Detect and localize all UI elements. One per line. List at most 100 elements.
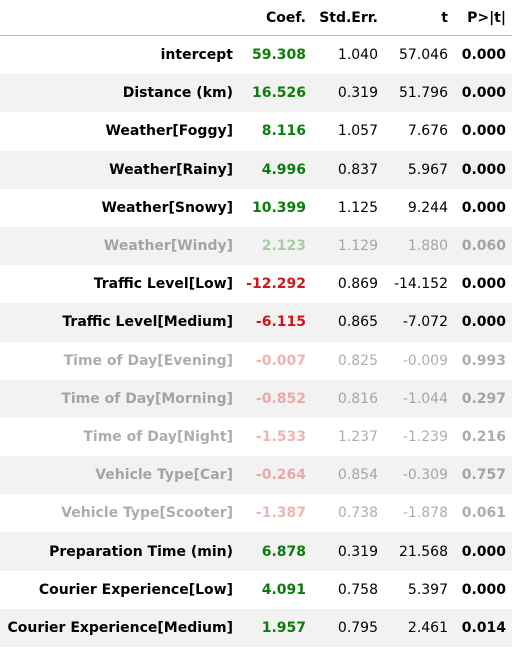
table-row: Time of Day[Morning] -0.852 0.816 -1.044 0.2… [0, 379, 512, 418]
table-row: Preparation Time (min) 6.878 0.319 21.568 0.… [0, 532, 512, 571]
t-stat-cell: -1.239 [402, 428, 448, 445]
p-value-cell: 0.757 [461, 467, 506, 484]
std-err-cell: 0.795 [337, 619, 378, 636]
coef-cell: 6.878 [261, 543, 306, 560]
table-row: Time of Day[Evening] -0.007 0.825 -0.009 0.9… [0, 342, 512, 380]
p-value-cell: 0.000 [461, 47, 506, 64]
table-row: Traffic Level[Medium] -6.115 0.865 -7.072 0.… [0, 303, 512, 342]
variable-name-cell: Time of Day[Evening] [63, 352, 233, 369]
header-p-value: P>|t| [454, 0, 512, 36]
variable-name-cell: Traffic Level[Medium] [62, 314, 233, 331]
t-stat-cell: -0.309 [402, 467, 448, 484]
p-value-cell: 0.000 [461, 161, 506, 178]
table-row: Courier Experience[Low] 4.091 0.758 5.397 0.… [0, 571, 512, 609]
p-value-cell: 0.297 [461, 390, 506, 407]
t-stat-cell: -1.878 [402, 505, 448, 522]
variable-name-cell: intercept [160, 47, 233, 64]
std-err-cell: 0.837 [337, 161, 378, 178]
t-stat-cell: 7.676 [407, 123, 448, 140]
std-err-cell: 0.319 [337, 85, 378, 102]
variable-name-cell: Traffic Level[Low] [93, 276, 233, 293]
variable-name-cell: Distance (km) [122, 85, 233, 102]
std-err-cell: 0.758 [337, 581, 378, 598]
t-stat-cell: 21.568 [399, 543, 448, 560]
p-value-cell: 0.000 [461, 199, 506, 216]
table-row: Weather[Rainy] 4.996 0.837 5.967 0.000 [0, 150, 512, 189]
variable-name-cell: Weather[Windy] [103, 238, 233, 255]
coef-cell: 16.526 [251, 85, 306, 102]
table-row: Weather[Foggy] 8.116 1.057 7.676 0.000 [0, 112, 512, 150]
p-value-cell: 0.000 [461, 543, 506, 560]
header-std-err: Std.Err. [312, 0, 384, 36]
coef-cell: 2.123 [261, 238, 306, 255]
table-row: Weather[Snowy] 10.399 1.125 9.244 0.000 [0, 189, 512, 227]
header-row: Coef. Std.Err. t P>|t| [0, 0, 512, 36]
coef-cell: 8.116 [261, 123, 306, 140]
table-body: intercept 59.308 1.040 57.046 0.000 Distance … [0, 36, 512, 647]
p-value-cell: 0.216 [461, 428, 506, 445]
t-stat-cell: 1.880 [407, 238, 448, 255]
p-value-cell: 0.061 [461, 505, 506, 522]
t-stat-cell: 5.397 [407, 581, 448, 598]
std-err-cell: 0.854 [337, 467, 378, 484]
coef-cell: 1.957 [261, 619, 306, 636]
table-row: Vehicle Type[Car] -0.264 0.854 -0.309 0.757 [0, 456, 512, 495]
std-err-cell: 1.040 [337, 47, 378, 64]
p-value-cell: 0.000 [461, 581, 506, 598]
std-err-cell: 0.816 [337, 390, 378, 407]
p-value-cell: 0.993 [461, 352, 506, 369]
header-coef: Coef. [241, 0, 312, 36]
table-row: Distance (km) 16.526 0.319 51.796 0.000 [0, 74, 512, 113]
variable-name-cell: Preparation Time (min) [49, 543, 233, 560]
t-stat-cell: -14.152 [393, 276, 448, 293]
coef-cell: 4.996 [261, 161, 306, 178]
t-stat-cell: 2.461 [407, 619, 448, 636]
std-err-cell: 0.319 [337, 543, 378, 560]
p-value-cell: 0.000 [461, 85, 506, 102]
std-err-cell: 1.125 [337, 199, 378, 216]
variable-name-cell: Weather[Snowy] [101, 199, 233, 216]
coef-cell: -6.115 [255, 314, 306, 331]
coef-cell: -12.292 [246, 276, 306, 293]
table-row: Vehicle Type[Scooter] -1.387 0.738 -1.878 0.… [0, 494, 512, 532]
std-err-cell: 1.129 [337, 238, 378, 255]
coef-cell: 4.091 [261, 581, 306, 598]
std-err-cell: 0.869 [337, 276, 378, 293]
table-row: Courier Experience[Medium] 1.957 0.795 2.46… [0, 608, 512, 647]
std-err-cell: 0.865 [337, 314, 378, 331]
std-err-cell: 0.738 [337, 505, 378, 522]
variable-name-cell: Time of Day[Night] [83, 428, 233, 445]
variable-name-cell: Vehicle Type[Scooter] [61, 505, 233, 522]
variable-name-cell: Weather[Foggy] [105, 123, 233, 140]
t-stat-cell: 57.046 [399, 47, 448, 64]
table-row: intercept 59.308 1.040 57.046 0.000 [0, 36, 512, 75]
t-stat-cell: -7.072 [402, 314, 448, 331]
coef-cell: -1.533 [255, 428, 306, 445]
std-err-cell: 1.057 [337, 123, 378, 140]
coef-cell: -0.007 [255, 352, 306, 369]
table-row: Traffic Level[Low] -12.292 0.869 -14.152 0.0… [0, 265, 512, 303]
p-value-cell: 0.000 [461, 123, 506, 140]
coef-cell: 59.308 [251, 47, 306, 64]
t-stat-cell: 51.796 [399, 85, 448, 102]
coef-cell: -0.264 [255, 467, 306, 484]
variable-name-cell: Time of Day[Morning] [61, 390, 233, 407]
variable-name-cell: Weather[Rainy] [109, 161, 233, 178]
coef-cell: -1.387 [255, 505, 306, 522]
header-t: t [384, 0, 454, 36]
t-stat-cell: 9.244 [407, 199, 448, 216]
p-value-cell: 0.000 [461, 276, 506, 293]
p-value-cell: 0.060 [461, 238, 506, 255]
std-err-cell: 1.237 [337, 428, 378, 445]
coef-cell: -0.852 [255, 390, 306, 407]
header-variable [0, 0, 241, 36]
p-value-cell: 0.000 [461, 314, 506, 331]
variable-name-cell: Courier Experience[Medium] [7, 619, 233, 636]
t-stat-cell: 5.967 [407, 161, 448, 178]
p-value-cell: 0.014 [461, 619, 506, 636]
variable-name-cell: Courier Experience[Low] [38, 581, 233, 598]
variable-name-cell: Vehicle Type[Car] [95, 467, 233, 484]
std-err-cell: 0.825 [337, 352, 378, 369]
coef-cell: 10.399 [251, 199, 306, 216]
